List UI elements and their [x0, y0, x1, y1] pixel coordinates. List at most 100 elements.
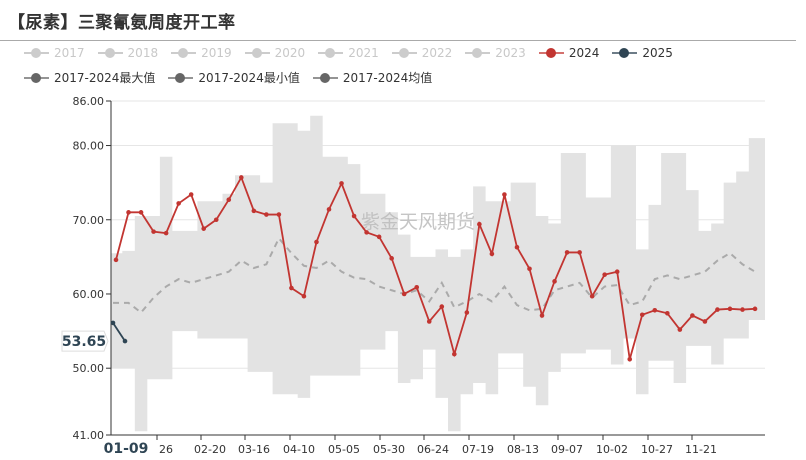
legend-item-2023[interactable]: 2023 [465, 42, 526, 64]
x-tick-label: 10-02 [596, 443, 628, 456]
data-point[interactable] [452, 351, 457, 357]
legend-label: 2017-2024最大值 [54, 71, 156, 85]
data-point[interactable] [552, 279, 557, 284]
min-max-band [111, 115, 765, 432]
data-point[interactable] [652, 308, 658, 313]
data-point[interactable] [702, 319, 708, 324]
avg-line [113, 236, 756, 314]
data-point[interactable] [627, 356, 633, 362]
data-point[interactable] [740, 307, 745, 312]
x-tick-label: 03-16 [238, 443, 270, 456]
data-point[interactable] [138, 210, 144, 215]
data-point[interactable] [151, 229, 156, 234]
data-point[interactable] [577, 250, 582, 255]
data-point[interactable] [426, 319, 432, 324]
legend-marker-icon [24, 46, 49, 60]
data-point[interactable] [727, 306, 733, 312]
data-point[interactable] [502, 192, 507, 197]
legend-item-2017-2024均值[interactable]: 2017-2024均值 [312, 67, 433, 89]
data-point[interactable] [439, 304, 445, 309]
legend-item-2017-2024最大值[interactable]: 2017-2024最大值 [24, 67, 155, 89]
legend-marker-icon [171, 46, 197, 60]
data-point[interactable] [376, 234, 382, 240]
data-point[interactable] [201, 226, 207, 231]
x-tick-label: 09-07 [551, 443, 583, 456]
data-point[interactable] [251, 208, 257, 214]
legend-marker-icon [168, 71, 194, 85]
legend-marker-icon [318, 46, 344, 60]
data-point[interactable] [677, 327, 683, 332]
data-point[interactable] [514, 244, 520, 250]
data-point[interactable] [314, 239, 319, 245]
data-point[interactable] [226, 197, 232, 203]
data-point[interactable] [589, 293, 595, 299]
data-point[interactable] [213, 217, 219, 223]
data-point[interactable] [564, 250, 570, 255]
legend-item-2019[interactable]: 2019 [171, 42, 232, 64]
x-tick-label: 08-13 [507, 443, 539, 456]
legend-item-2021[interactable]: 2021 [318, 42, 379, 64]
data-point[interactable] [301, 293, 307, 299]
legend-marker-icon [97, 46, 123, 60]
data-point[interactable] [665, 310, 670, 316]
data-point[interactable] [389, 256, 394, 261]
legend-label: 2017 [54, 46, 85, 60]
line-2024 [115, 175, 756, 360]
legend-item-2018[interactable]: 2018 [97, 42, 159, 64]
x-tick-label: 10-27 [641, 443, 673, 456]
data-point[interactable] [113, 257, 119, 263]
data-point[interactable] [614, 269, 620, 275]
data-point[interactable] [351, 213, 357, 219]
legend-label: 2025 [642, 46, 673, 60]
legend-item-2020[interactable]: 2020 [244, 42, 306, 64]
x-tick-label: 11-21 [685, 443, 717, 456]
x-tick-label: 05-05 [328, 443, 360, 456]
legend-label: 2017-2024均值 [342, 71, 433, 85]
data-point[interactable] [690, 313, 695, 318]
data-point[interactable] [110, 320, 116, 326]
data-point[interactable] [264, 212, 269, 217]
legend-marker-icon [391, 46, 417, 60]
data-point[interactable] [289, 285, 294, 291]
data-point[interactable] [602, 272, 607, 277]
legend-label: 2022 [421, 46, 453, 60]
legend-item-2017[interactable]: 2017 [24, 42, 85, 64]
legend-item-2025[interactable]: 2025 [612, 42, 673, 64]
data-point[interactable] [122, 338, 128, 344]
data-point[interactable] [326, 207, 332, 212]
data-point[interactable] [752, 306, 758, 312]
data-point[interactable] [276, 212, 282, 217]
legend-marker-icon [465, 46, 491, 60]
data-point[interactable] [176, 201, 181, 206]
y-axis: 86.00 80.00 70.00 60.00 50.00 41.00 [73, 95, 112, 442]
data-point[interactable] [188, 192, 194, 197]
title-divider [0, 40, 796, 41]
data-point[interactable] [489, 251, 495, 257]
x-tick-label: 26 [159, 443, 173, 456]
data-point[interactable] [639, 312, 645, 318]
data-point[interactable] [477, 221, 482, 227]
data-point[interactable] [126, 210, 131, 215]
legend-item-2017-2024最小值[interactable]: 2017-2024最小值 [168, 67, 300, 89]
data-point[interactable] [464, 310, 470, 315]
data-point[interactable] [527, 266, 532, 272]
series-lines [110, 175, 758, 362]
x-tick-label: 04-10 [283, 443, 315, 456]
legend-item-2024[interactable]: 2024 [538, 42, 599, 64]
data-point[interactable] [539, 313, 545, 318]
data-point[interactable] [414, 284, 420, 290]
legend-item-2022[interactable]: 2022 [391, 42, 453, 64]
legend-label: 2017-2024最小值 [198, 71, 300, 85]
legend-label: 2018 [127, 46, 159, 60]
data-point[interactable] [163, 230, 169, 236]
pointer-value: 53.65 [62, 334, 106, 350]
data-point[interactable] [239, 175, 244, 180]
legend-label: 2020 [274, 46, 306, 60]
data-point[interactable] [364, 230, 369, 235]
x-axis: 01-09 26 02-20 03-16 04-10 05-05 05-30 06-24 07-… [104, 434, 765, 457]
data-point[interactable] [401, 291, 407, 297]
data-point[interactable] [339, 181, 344, 186]
legend-marker-icon [24, 71, 49, 85]
x-tick-label: 07-19 [462, 443, 494, 456]
data-point[interactable] [715, 307, 720, 312]
